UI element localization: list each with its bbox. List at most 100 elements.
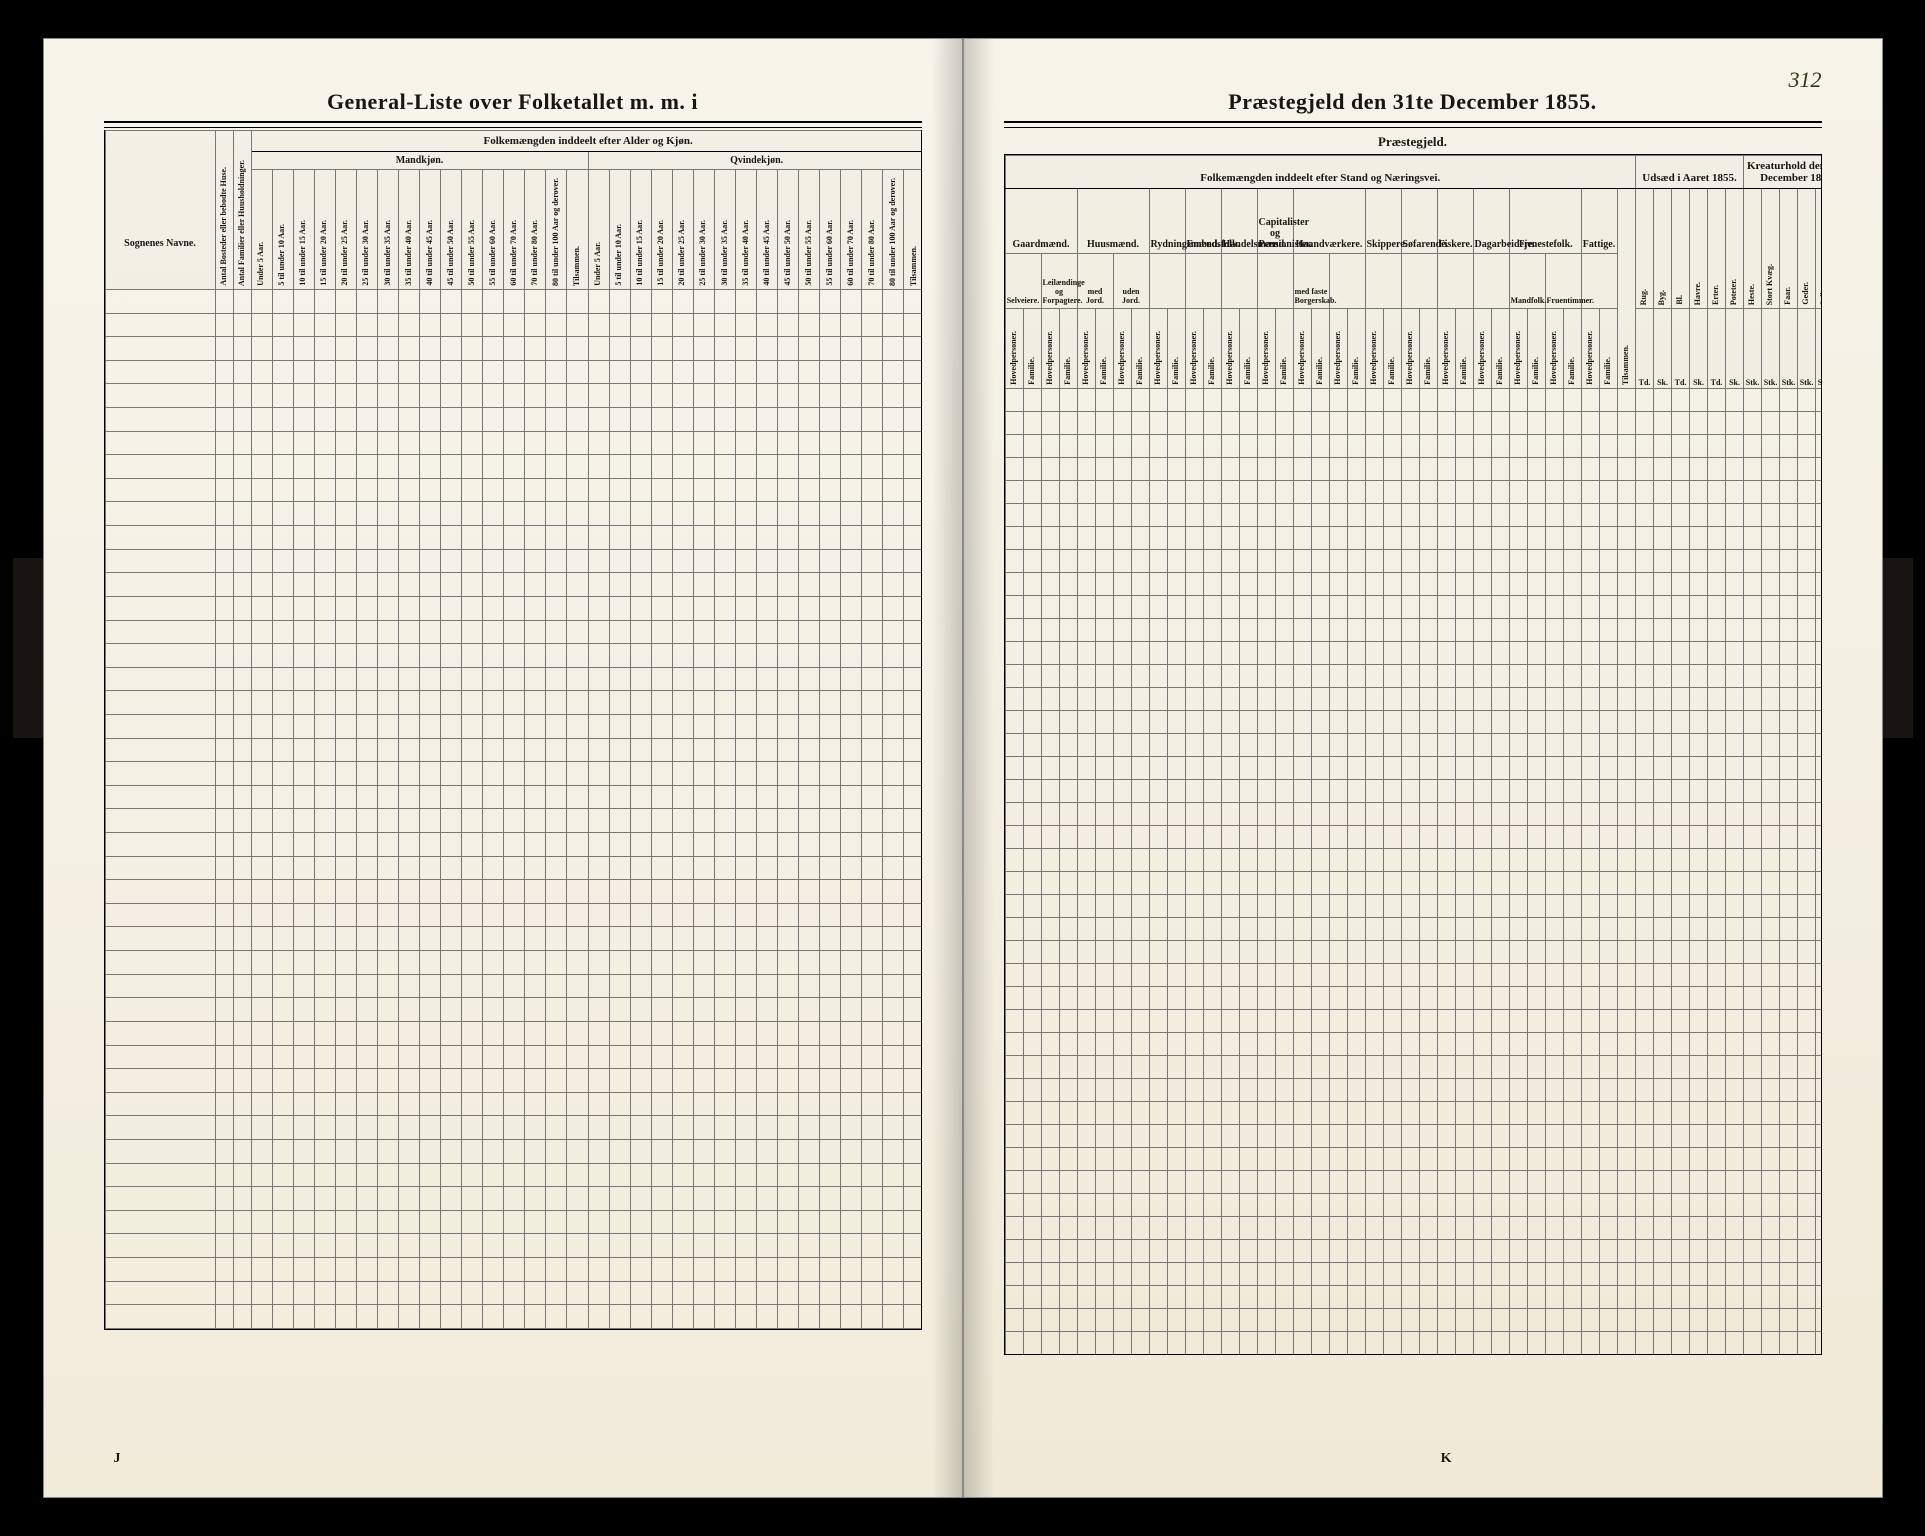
data-cell <box>1581 1194 1599 1217</box>
data-cell <box>314 502 335 526</box>
data-cell <box>1617 780 1636 803</box>
data-cell <box>1527 964 1545 987</box>
data-cell <box>778 1210 799 1234</box>
data-cell <box>1780 688 1798 711</box>
data-cell <box>862 927 883 951</box>
data-cell <box>1419 757 1437 780</box>
data-cell <box>1599 964 1617 987</box>
data-cell <box>1545 964 1563 987</box>
data-cell <box>904 644 922 668</box>
age-col: 55 til under 60 Aar. <box>483 170 504 290</box>
data-cell <box>1563 642 1581 665</box>
data-cell <box>672 620 693 644</box>
data-cell <box>483 1281 504 1305</box>
data-cell <box>525 1257 546 1281</box>
data-cell <box>609 927 630 951</box>
data-cell <box>1491 711 1509 734</box>
data-cell <box>1383 1125 1401 1148</box>
data-cell <box>1636 550 1654 573</box>
data-cell <box>1599 619 1617 642</box>
data-cell <box>504 1257 525 1281</box>
data-cell <box>1311 711 1329 734</box>
data-cell <box>483 360 504 384</box>
data-cell <box>251 526 272 550</box>
data-cell <box>215 549 233 573</box>
data-cell <box>1599 435 1617 458</box>
data-cell <box>1473 849 1491 872</box>
data-cell <box>609 738 630 762</box>
data-cell <box>1762 642 1780 665</box>
data-cell <box>398 1021 419 1045</box>
data-cell <box>1131 1240 1149 1263</box>
data-cell <box>799 974 820 998</box>
data-cell <box>546 833 567 857</box>
data-cell <box>1311 1217 1329 1240</box>
data-cell <box>1599 1056 1617 1079</box>
data-cell <box>462 1281 483 1305</box>
data-cell <box>314 880 335 904</box>
data-cell <box>1095 826 1113 849</box>
data-cell <box>862 974 883 998</box>
data-cell <box>1672 642 1690 665</box>
data-cell <box>1329 1010 1347 1033</box>
data-cell <box>1401 711 1419 734</box>
data-cell <box>1491 596 1509 619</box>
data-cell <box>356 1092 377 1116</box>
data-cell <box>672 431 693 455</box>
data-cell <box>1636 987 1654 1010</box>
data-cell <box>820 526 841 550</box>
data-cell <box>714 1139 735 1163</box>
data-cell <box>651 903 672 927</box>
data-cell <box>799 431 820 455</box>
data-cell <box>1672 550 1690 573</box>
data-cell <box>1654 734 1672 757</box>
data-cell <box>377 809 398 833</box>
data-cell <box>651 1187 672 1211</box>
data-cell <box>1257 573 1275 596</box>
data-cell <box>1257 527 1275 550</box>
data-cell <box>462 738 483 762</box>
data-cell <box>1329 458 1347 481</box>
data-cell <box>504 573 525 597</box>
data-cell <box>1455 481 1473 504</box>
data-cell <box>441 762 462 786</box>
data-cell <box>693 927 714 951</box>
data-cell <box>1744 1033 1762 1056</box>
data-cell <box>420 1139 441 1163</box>
data-cell <box>1059 527 1077 550</box>
data-cell <box>1744 1240 1762 1263</box>
tally-col: Familie. <box>1275 309 1293 389</box>
data-cell <box>1672 596 1690 619</box>
data-cell <box>1041 711 1059 734</box>
data-cell <box>1527 734 1545 757</box>
data-cell <box>1023 642 1041 665</box>
data-cell <box>609 1069 630 1093</box>
data-cell <box>1059 665 1077 688</box>
data-cell <box>1545 550 1563 573</box>
data-cell <box>1599 941 1617 964</box>
data-cell <box>1239 964 1257 987</box>
data-cell <box>1780 573 1798 596</box>
data-cell <box>398 1116 419 1140</box>
data-cell <box>377 903 398 927</box>
data-cell <box>1095 987 1113 1010</box>
seed-col: Byg. <box>1654 189 1672 309</box>
occupation-group: Embedsfolk. <box>1185 189 1221 254</box>
data-cell <box>1617 941 1636 964</box>
data-cell <box>546 1234 567 1258</box>
data-cell <box>546 596 567 620</box>
data-cell <box>1455 1355 1473 1356</box>
parish-name-cell <box>105 478 215 502</box>
data-cell <box>504 667 525 691</box>
data-cell <box>1726 642 1744 665</box>
data-cell <box>609 809 630 833</box>
data-cell <box>714 998 735 1022</box>
data-cell <box>862 856 883 880</box>
data-cell <box>335 573 356 597</box>
data-cell <box>272 526 293 550</box>
data-cell <box>630 1116 651 1140</box>
data-cell <box>1167 1332 1185 1355</box>
data-cell <box>1095 780 1113 803</box>
data-cell <box>1149 1079 1167 1102</box>
data-cell <box>251 1116 272 1140</box>
